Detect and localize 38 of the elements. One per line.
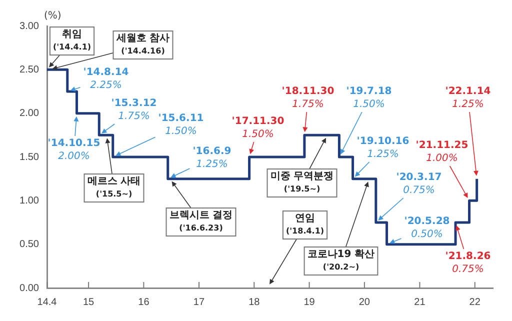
x-tick-label: 22 — [469, 296, 481, 308]
annotation: '17.11.30 1.50% — [232, 116, 284, 140]
y-tick-label: 1.00 — [20, 195, 40, 206]
x-tick-label: 21 — [414, 296, 426, 308]
x-tick-label: 20 — [358, 296, 370, 308]
annotation: '20.5.28 0.50% — [404, 216, 450, 240]
y-tick-label: 2.50 — [20, 64, 40, 76]
annotation: 연임 ('18.4.1) — [286, 213, 324, 236]
y-tick-label: 0.00 — [20, 282, 40, 294]
x-tick-label: 19 — [304, 296, 316, 308]
annotation: '15.6.11 1.50% — [158, 113, 204, 138]
annotation: '22.1.14 1.25% — [445, 86, 491, 110]
annotation: 코로나19 확산 ('20.2~) — [307, 249, 375, 272]
y-tick-label: 2.00 — [20, 108, 40, 120]
annotation: 세월호 참사 ('14.4.16) — [115, 33, 170, 56]
x-tick-label: 17 — [193, 296, 205, 308]
y-axis-title: (%) — [44, 10, 62, 22]
x-tick-label: 15 — [82, 296, 95, 308]
annotation: '20.3.17 0.75% — [396, 172, 442, 196]
x-tick-label: 16 — [138, 296, 150, 308]
y-tick-label: 0.50 — [20, 239, 40, 250]
annotation: '19.7.18 1.50% — [346, 86, 392, 110]
annotation: '14.8.14 2.25% — [83, 67, 129, 92]
annotation: '21.11.25 1.00% — [416, 140, 468, 164]
annotation: '16.6.9 1.25% — [192, 146, 232, 170]
annotation: '18.11.30 1.75% — [282, 86, 334, 110]
annotation: '21.8.26 0.75% — [445, 251, 491, 276]
x-tick-label: 18 — [248, 296, 260, 308]
annotation: '14.10.15 2.00% — [48, 138, 100, 162]
annotation: 메르스 사태 ('15.5~) — [87, 176, 141, 199]
annotation: 미중 무역분쟁 ('19.5~) — [270, 171, 334, 194]
annotation: '15.3.12 1.75% — [111, 98, 157, 122]
y-tick-label: 1.50 — [20, 152, 40, 163]
annotation: 취임 ('14.4.1) — [52, 29, 92, 52]
y-tick-label: 3.00 — [20, 20, 40, 32]
annotation: 브렉시트 결정 ('16.6.23) — [169, 210, 233, 233]
annotation: '19.10.16 1.25% — [356, 136, 410, 160]
x-tick-label: 14.4 — [37, 296, 58, 308]
